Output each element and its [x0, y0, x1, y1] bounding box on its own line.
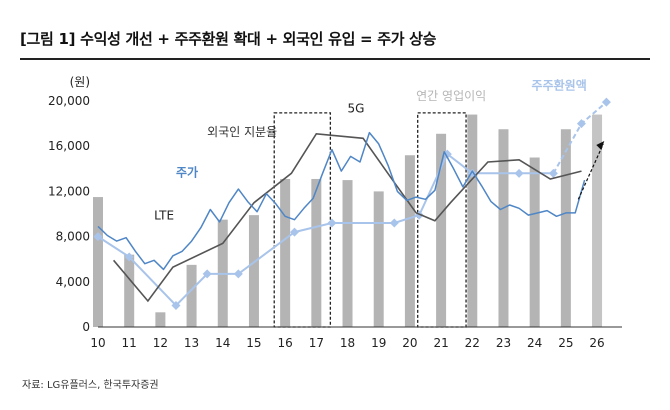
y-tick-label: 16,000	[48, 139, 90, 153]
y-tick-label: 12,000	[48, 184, 90, 198]
shareholder-forecast-point	[601, 97, 611, 107]
shareholder-point	[548, 168, 558, 178]
x-tick-label: 15	[246, 336, 261, 350]
bar	[342, 180, 353, 327]
x-tick-label: 23	[496, 336, 511, 350]
bar	[592, 114, 603, 327]
x-tick-label: 26	[589, 336, 604, 350]
x-tick-label: 21	[433, 336, 448, 350]
x-tick-label: 12	[153, 336, 168, 350]
shareholder-point	[389, 218, 399, 228]
bar	[436, 133, 447, 327]
shareholder-point	[514, 168, 524, 178]
x-tick-label: 19	[371, 336, 386, 350]
y-tick-label: 4,000	[56, 275, 90, 289]
x-tick-label: 17	[309, 336, 324, 350]
price-line	[97, 131, 586, 271]
x-tick-label: 11	[122, 336, 137, 350]
x-tick-label: 14	[215, 336, 230, 350]
source-note: 자료: LG유플러스, 한국투자증권	[22, 380, 159, 391]
shareholder-point	[93, 232, 103, 242]
bar	[124, 254, 135, 327]
bar	[280, 178, 291, 327]
bar	[155, 312, 166, 327]
foreign-ownership-line	[112, 132, 582, 303]
title-rule	[20, 58, 650, 60]
bar	[186, 264, 197, 327]
price-annotation: 주가	[176, 165, 198, 180]
x-tick-label: 16	[278, 336, 293, 350]
forecast-arrow-head	[596, 140, 605, 150]
shareholder-line	[97, 152, 554, 307]
5g-annotation: 5G	[348, 101, 365, 115]
op-profit-annotation: 연간 영업이익	[416, 89, 486, 103]
x-tick-label: 18	[340, 336, 355, 350]
bar	[529, 157, 540, 327]
figure-title: [그림 1] 수익성 개선 + 주주환원 확대 + 외국인 유입 = 주가 상승	[20, 30, 437, 48]
x-tick-label: 24	[527, 336, 542, 350]
lte-annotation: LTE	[154, 209, 174, 223]
y-tick-label: 0	[82, 320, 90, 334]
y-axis-unit: (원)	[70, 75, 90, 89]
x-tick-label: 25	[558, 336, 573, 350]
forecast-arrow	[577, 143, 604, 200]
bar	[404, 155, 415, 327]
shareholder-point	[290, 227, 299, 237]
bar	[93, 197, 103, 327]
shareholder-point	[202, 269, 212, 279]
bar	[467, 114, 478, 327]
shareholder-point	[233, 269, 243, 279]
y-tick-label: 8,000	[56, 230, 90, 244]
shareholder-forecast-point	[576, 119, 586, 129]
shareholder-annotation: 주주환원액	[532, 78, 587, 93]
shareholder-point	[171, 301, 181, 311]
shareholder-point	[124, 252, 134, 262]
bar	[248, 215, 259, 327]
x-tick-label: 13	[184, 336, 199, 350]
bar	[498, 129, 509, 327]
x-tick-label: 10	[90, 336, 105, 350]
foreign-annotation: 외국인 지분율	[207, 125, 277, 139]
x-tick-label: 20	[402, 336, 417, 350]
bar	[373, 191, 384, 327]
shareholder-point	[327, 218, 337, 228]
x-tick-label: 22	[465, 336, 480, 350]
bar	[560, 129, 571, 327]
y-tick-label: 20,000	[48, 94, 90, 108]
bar	[311, 178, 322, 327]
